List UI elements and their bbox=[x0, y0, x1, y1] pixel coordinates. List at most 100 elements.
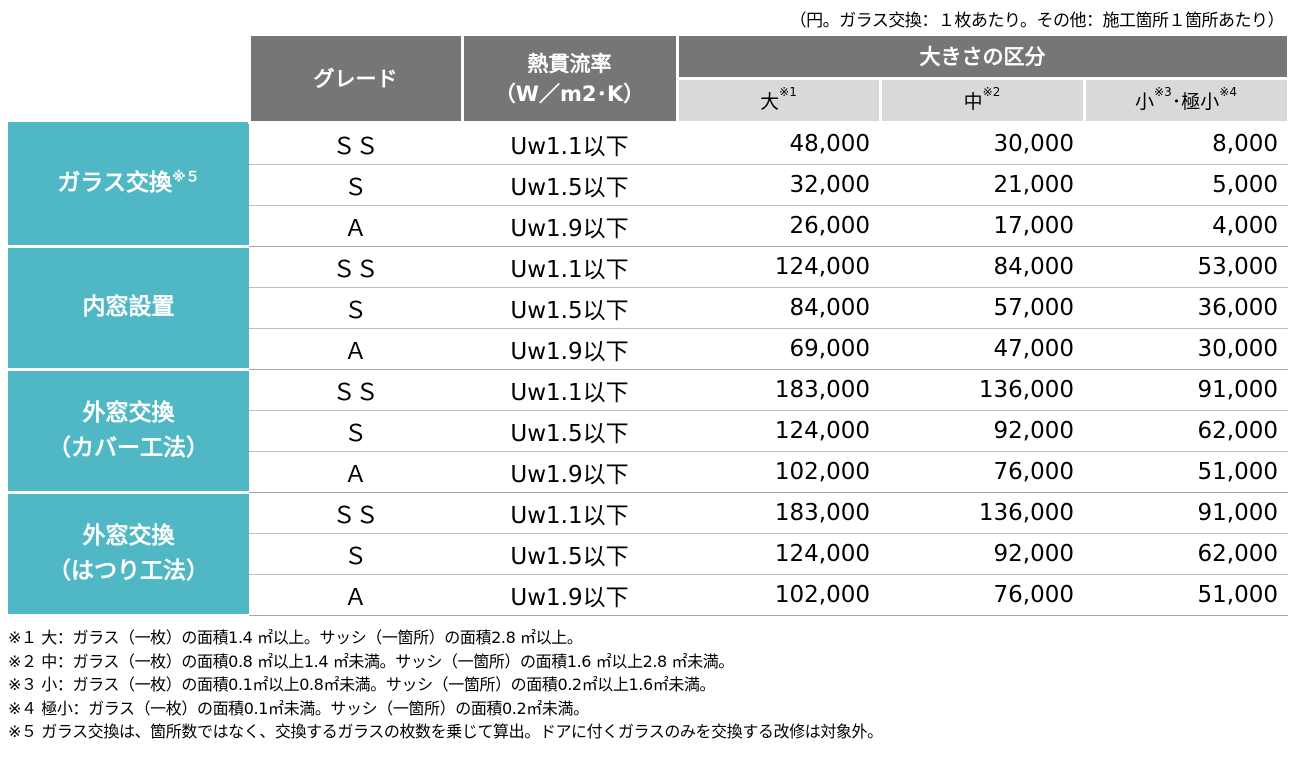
subsidy-table: グレード 熱貫流率 （W／m2･K） 大きさの区分 大※1 中※2 小※3･極小※… bbox=[8, 36, 1290, 617]
medium-price-cell: 57,000 bbox=[880, 287, 1084, 329]
u-value-cell: Uw1.1以下 bbox=[462, 122, 677, 165]
table-row: Ｓ Uw1.5以下 124,000 92,000 62,000 bbox=[8, 533, 1288, 575]
table-row: Ｓ Uw1.5以下 32,000 21,000 5,000 bbox=[8, 164, 1288, 206]
footnotes: ※１ 大：ガラス（一枚）の面積1.4 ㎡以上。サッシ（一箇所）の面積2.8 ㎡以… bbox=[8, 626, 883, 744]
header-u-value-line1: 熱貫流率 bbox=[527, 52, 612, 77]
u-value-cell: Uw1.5以下 bbox=[462, 410, 677, 452]
table-row: Ｓ Uw1.5以下 84,000 57,000 36,000 bbox=[8, 287, 1288, 329]
large-note: ※1 bbox=[779, 84, 797, 99]
category-name: 外窓交換 bbox=[82, 523, 175, 549]
medium-price-cell: 92,000 bbox=[880, 410, 1084, 452]
footnote: ※３ 小：ガラス（一枚）の面積0.1㎡以上0.8㎡未満。サッシ（一箇所）の面積0… bbox=[8, 675, 716, 694]
large-price-cell: 48,000 bbox=[677, 122, 880, 165]
table-row: Ａ Uw1.9以下 102,000 76,000 51,000 bbox=[8, 451, 1288, 493]
large-price-cell: 26,000 bbox=[677, 205, 880, 247]
large-label: 大 bbox=[760, 90, 780, 113]
grade-cell: Ｓ bbox=[249, 164, 462, 206]
large-price-cell: 102,000 bbox=[677, 574, 880, 616]
category-cell: 外窓交換 （はつり工法） bbox=[8, 492, 249, 617]
tiny-note: ※4 bbox=[1219, 84, 1237, 99]
grade-cell: Ａ bbox=[249, 574, 462, 616]
unit-note: （円。ガラス交換：１枚あたり。その他：施工箇所１箇所あたり） bbox=[789, 11, 1285, 31]
grade-cell: ＳＳ bbox=[249, 492, 462, 534]
u-value-cell: Uw1.9以下 bbox=[462, 328, 677, 370]
u-value-cell: Uw1.9以下 bbox=[462, 574, 677, 616]
grade-cell: Ｓ bbox=[249, 287, 462, 329]
u-value-cell: Uw1.5以下 bbox=[462, 287, 677, 329]
large-price-cell: 69,000 bbox=[677, 328, 880, 370]
large-price-cell: 84,000 bbox=[677, 287, 880, 329]
grade-cell: ＳＳ bbox=[249, 246, 462, 288]
medium-price-cell: 47,000 bbox=[880, 328, 1084, 370]
table-row: 外窓交換 （はつり工法） ＳＳ Uw1.1以下 183,000 136,000 91,000 bbox=[8, 492, 1288, 617]
grade-cell: Ａ bbox=[249, 328, 462, 370]
category-name: ガラス交換 bbox=[57, 170, 172, 196]
category-name: 外窓交換 bbox=[82, 400, 175, 426]
table-row: 外窓交換 （カバー工法） ＳＳ Uw1.1以下 183,000 136,000 91,000 bbox=[8, 369, 1288, 494]
header-large: 大※1 bbox=[675, 78, 882, 124]
u-value-cell: Uw1.1以下 bbox=[462, 246, 677, 288]
table-row: Ａ Uw1.9以下 26,000 17,000 4,000 bbox=[8, 205, 1288, 247]
small-price-cell: 8,000 bbox=[1084, 122, 1288, 165]
category-note: ※５ bbox=[171, 169, 200, 186]
medium-price-cell: 30,000 bbox=[880, 122, 1084, 165]
grade-cell: Ａ bbox=[249, 451, 462, 493]
grade-cell: Ｓ bbox=[249, 533, 462, 575]
category-cell: ガラス交換※５ bbox=[8, 122, 249, 248]
grade-cell: ＳＳ bbox=[249, 369, 462, 411]
header-grade: グレード bbox=[247, 36, 464, 124]
small-price-cell: 5,000 bbox=[1084, 164, 1288, 206]
table-row: Ｓ Uw1.5以下 124,000 92,000 62,000 bbox=[8, 410, 1288, 452]
large-price-cell: 32,000 bbox=[677, 164, 880, 206]
u-value-cell: Uw1.1以下 bbox=[462, 492, 677, 534]
category-method: （カバー工法） bbox=[48, 434, 209, 461]
medium-note: ※2 bbox=[982, 84, 1001, 99]
medium-price-cell: 136,000 bbox=[880, 492, 1084, 534]
medium-price-cell: 136,000 bbox=[880, 369, 1084, 411]
u-value-cell: Uw1.5以下 bbox=[462, 164, 677, 206]
category-method: （はつり工法） bbox=[48, 557, 209, 584]
medium-price-cell: 17,000 bbox=[880, 205, 1084, 247]
grade-cell: ＳＳ bbox=[249, 122, 462, 165]
header-small: 小※3･極小※4 bbox=[1082, 78, 1290, 124]
medium-price-cell: 76,000 bbox=[880, 451, 1084, 493]
large-price-cell: 124,000 bbox=[677, 410, 880, 452]
small-price-cell: 36,000 bbox=[1084, 287, 1288, 329]
header-u-value-line2: （W／m2･K） bbox=[494, 82, 645, 107]
u-value-cell: Uw1.1以下 bbox=[462, 369, 677, 411]
medium-label: 中 bbox=[963, 90, 983, 113]
category-cell: 外窓交換 （カバー工法） bbox=[8, 369, 249, 494]
header-u-value: 熱貫流率 （W／m2･K） bbox=[460, 36, 679, 124]
footnote: ※５ ガラス交換は、箇所数ではなく、交換するガラスの枚数を乗じて算出。ドアに付く… bbox=[8, 722, 883, 741]
footnote: ※４ 極小：ガラス（一枚）の面積0.1㎡未満。サッシ（一箇所）の面積0.2㎡未満… bbox=[8, 698, 589, 718]
small-price-cell: 30,000 bbox=[1084, 328, 1288, 370]
small-price-cell: 62,000 bbox=[1084, 410, 1288, 452]
large-price-cell: 124,000 bbox=[677, 246, 880, 288]
corner-blank bbox=[8, 36, 249, 122]
small-price-cell: 62,000 bbox=[1084, 533, 1288, 575]
large-price-cell: 183,000 bbox=[677, 492, 880, 534]
footnote: ※２ 中：ガラス（一枚）の面積0.8 ㎡以上1.4 ㎡未満。サッシ（一箇所）の面… bbox=[8, 651, 734, 671]
u-value-cell: Uw1.9以下 bbox=[462, 205, 677, 247]
small-price-cell: 51,000 bbox=[1084, 451, 1288, 493]
table-row: 内窓設置 ＳＳ Uw1.1以下 124,000 84,000 53,000 bbox=[8, 246, 1288, 371]
table-row: Ａ Uw1.9以下 69,000 47,000 30,000 bbox=[8, 328, 1288, 370]
header-size-group: 大きさの区分 bbox=[675, 36, 1290, 80]
header-medium: 中※2 bbox=[878, 78, 1086, 124]
grade-cell: Ｓ bbox=[249, 410, 462, 452]
large-price-cell: 124,000 bbox=[677, 533, 880, 575]
small-price-cell: 51,000 bbox=[1084, 574, 1288, 616]
medium-price-cell: 76,000 bbox=[880, 574, 1084, 616]
small-price-cell: 91,000 bbox=[1084, 492, 1288, 534]
medium-price-cell: 92,000 bbox=[880, 533, 1084, 575]
medium-price-cell: 21,000 bbox=[880, 164, 1084, 206]
large-price-cell: 183,000 bbox=[677, 369, 880, 411]
large-price-cell: 102,000 bbox=[677, 451, 880, 493]
table-row: ガラス交換※５ ＳＳ Uw1.1以下 48,000 30,000 8,000 bbox=[8, 122, 1288, 248]
tiny-label: 極小 bbox=[1181, 90, 1220, 113]
small-price-cell: 91,000 bbox=[1084, 369, 1288, 411]
u-value-cell: Uw1.5以下 bbox=[462, 533, 677, 575]
small-price-cell: 53,000 bbox=[1084, 246, 1288, 288]
category-cell: 内窓設置 bbox=[8, 246, 249, 371]
small-price-cell: 4,000 bbox=[1084, 205, 1288, 247]
